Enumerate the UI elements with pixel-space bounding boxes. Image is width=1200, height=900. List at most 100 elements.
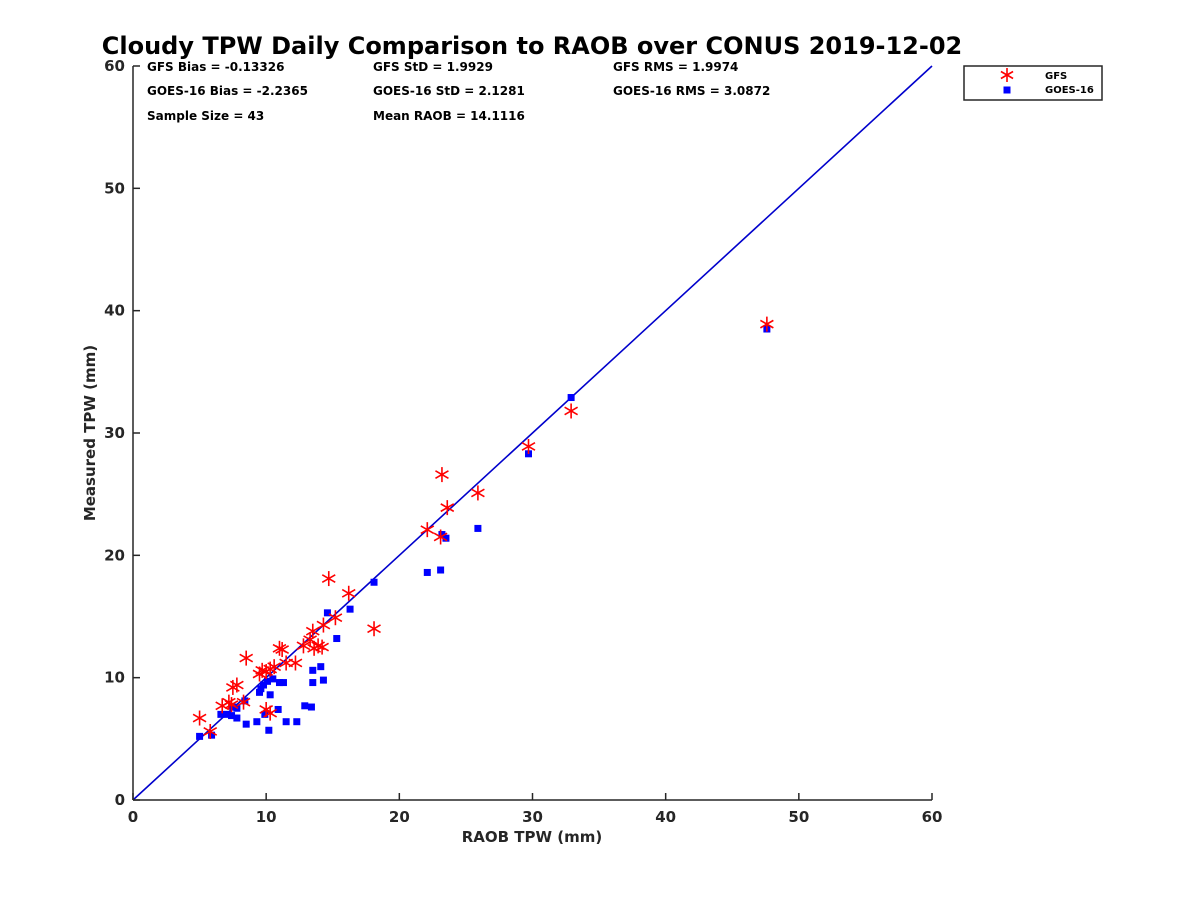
- x-tick-label: 0: [128, 808, 138, 826]
- goes16-point: [263, 677, 271, 685]
- goes16-point: [275, 679, 283, 687]
- gfs-point: [288, 655, 303, 671]
- gfs-point: [341, 585, 356, 601]
- y-axis-ticks: 0 10 20 30 40 50 60: [104, 57, 140, 809]
- x-tick-label: 40: [655, 808, 676, 826]
- y-tick-label: 30: [104, 424, 125, 442]
- gfs-point: [471, 485, 485, 501]
- x-tick-label: 10: [256, 808, 277, 826]
- goes16-point: [317, 663, 325, 671]
- gfs-point: [367, 621, 381, 637]
- goes16-point: [228, 712, 236, 720]
- data-points: [192, 316, 774, 740]
- statistics-block: GFS Bias = -0.13326 GFS StD = 1.9929 GFS…: [147, 60, 770, 123]
- gfs-point: [203, 723, 218, 739]
- gfs-point: [236, 694, 251, 710]
- goes16-point: [567, 394, 575, 402]
- x-tick-label: 60: [922, 808, 943, 826]
- goes16-point: [242, 720, 250, 728]
- y-axis-label: Measured TPW (mm): [81, 345, 99, 521]
- goes16-point: [274, 705, 282, 713]
- goes16-point: [293, 718, 301, 726]
- goes16-bias-text: GOES-16 Bias = -2.2365: [147, 84, 308, 98]
- goes16-point: [333, 635, 341, 643]
- goes16-point: [261, 710, 269, 718]
- gfs-bias-text: GFS Bias = -0.13326: [147, 60, 284, 74]
- plot-area: 0 10 20 30 40 50 60 0 10 20 30 40 50 60: [104, 57, 942, 826]
- legend-gfs-asterisk: [1000, 68, 1014, 82]
- goes16-point: [257, 685, 265, 693]
- y-tick-label: 10: [104, 669, 125, 687]
- goes16-point: [474, 524, 482, 532]
- goes16-point: [217, 710, 225, 718]
- goes16-rms-text: GOES-16 RMS = 3.0872: [613, 84, 770, 98]
- legend-goes16-label: GOES-16: [1045, 85, 1094, 96]
- goes16-point: [253, 718, 261, 726]
- goes16-point: [442, 534, 450, 542]
- goes16-point: [229, 703, 237, 711]
- y-tick-label: 50: [104, 179, 125, 197]
- gfs-point: [229, 677, 244, 693]
- gfs-point: [192, 710, 207, 726]
- goes16-point: [438, 531, 446, 539]
- gfs-point: [263, 705, 278, 721]
- legend-box: [963, 65, 1103, 101]
- gfs-point: [420, 522, 435, 538]
- x-tick-label: 50: [788, 808, 809, 826]
- gfs-rms-text: GFS RMS = 1.9974: [613, 60, 738, 74]
- goes16-point: [256, 688, 264, 696]
- chart-title: Cloudy TPW Daily Comparison to RAOB over…: [102, 32, 962, 60]
- gfs-point: [224, 697, 239, 713]
- goes16-point: [266, 691, 274, 699]
- goes16-point: [224, 710, 232, 718]
- goes16-point: [370, 578, 378, 586]
- goes16-point: [423, 568, 431, 576]
- goes16-point: [309, 666, 317, 674]
- gfs-point: [435, 467, 449, 483]
- sample-size-text: Sample Size = 43: [147, 109, 264, 123]
- legend-goes16-marker: [1003, 86, 1011, 94]
- gfs-point: [440, 500, 455, 516]
- legend-gfs-label: GFS: [1045, 71, 1067, 82]
- x-axis-ticks: 0 10 20 30 40 50 60: [128, 793, 943, 826]
- goes16-point: [196, 732, 204, 740]
- goes16-point: [437, 566, 445, 574]
- goes16-point: [260, 681, 268, 689]
- goes16-point: [282, 718, 290, 726]
- x-tick-label: 30: [522, 808, 543, 826]
- gfs-point: [315, 639, 329, 655]
- gfs-point: [321, 571, 336, 587]
- x-tick-label: 20: [389, 808, 410, 826]
- y-tick-label: 40: [104, 302, 125, 320]
- goes16-point: [279, 679, 287, 687]
- y-tick-label: 60: [104, 57, 125, 75]
- gfs-std-text: GFS StD = 1.9929: [373, 60, 493, 74]
- gfs-point: [433, 529, 448, 545]
- goes16-point: [307, 703, 315, 711]
- legend: GFS GOES-16: [963, 65, 1103, 101]
- gfs-point: [239, 650, 254, 666]
- goes16-point: [346, 605, 354, 613]
- x-axis-label: RAOB TPW (mm): [462, 828, 603, 846]
- gfs-point: [328, 610, 343, 626]
- goes16-point: [208, 731, 216, 739]
- goes16-point: [319, 676, 327, 684]
- gfs-point: [267, 659, 282, 675]
- goes16-point: [265, 726, 273, 734]
- y-tick-label: 0: [115, 791, 125, 809]
- gfs-point: [275, 642, 290, 658]
- goes16-point: [309, 679, 317, 687]
- gfs-point: [316, 617, 331, 633]
- y-tick-label: 20: [104, 546, 125, 564]
- gfs-point: [564, 403, 579, 419]
- gfs-point: [296, 638, 311, 654]
- one-to-one-line: [132, 65, 933, 801]
- goes16-point: [301, 702, 309, 710]
- goes16-point: [323, 609, 331, 617]
- legend-goes16-square: [1003, 86, 1011, 94]
- goes16-std-text: GOES-16 StD = 2.1281: [373, 84, 525, 98]
- gfs-point: [759, 316, 774, 332]
- mean-raob-text: Mean RAOB = 14.1116: [373, 109, 525, 123]
- gfs-point: [521, 438, 536, 454]
- goes16-point: [269, 675, 277, 683]
